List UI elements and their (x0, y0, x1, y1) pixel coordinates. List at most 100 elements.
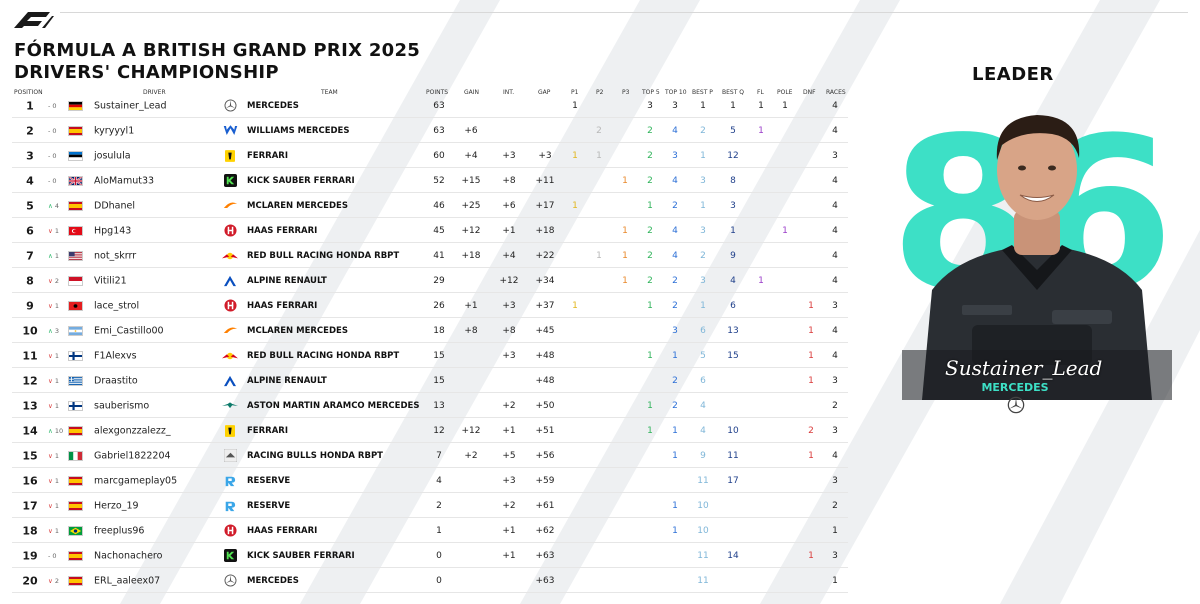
races-value: 3 (832, 425, 838, 436)
title-line-2: DRIVERS' CHAMPIONSHIP (14, 62, 279, 83)
position-change: - 0 (48, 127, 57, 135)
position-number: 20 (22, 574, 38, 587)
gap-value: +18 (535, 225, 555, 236)
p3-value: 1 (622, 175, 628, 186)
races-value: 3 (832, 300, 838, 311)
page-title: FÓRMULA A BRITISH GRAND PRIX 2025 DRIVER… (14, 40, 420, 84)
driver-name: not_skrrr (94, 250, 137, 261)
position-change: - 0 (48, 152, 57, 160)
races-value: 4 (832, 100, 838, 111)
flag-it-icon (68, 450, 83, 461)
header-dnf: DNF (803, 89, 816, 96)
driver-name: Nachonachero (94, 550, 163, 561)
gap-value: +63 (535, 550, 555, 561)
gap-value: +11 (535, 175, 555, 186)
flag-gr-icon (68, 375, 83, 386)
bestp-value: 10 (697, 500, 709, 511)
bestq-value: 6 (730, 300, 736, 311)
down-arrow-icon: ∨ (48, 276, 55, 285)
bestp-value: 6 (700, 375, 706, 386)
team-name: MERCEDES (247, 575, 299, 586)
interval-value: +1 (502, 525, 516, 536)
bestp-value: 11 (697, 550, 709, 561)
interval-value: +3 (502, 150, 516, 161)
gap-value: +48 (535, 375, 555, 386)
top5-value: 2 (647, 175, 653, 186)
haas-logo-icon (222, 524, 238, 538)
down-arrow-icon: ∨ (48, 476, 55, 485)
p2-value: 1 (596, 250, 602, 261)
table-row: 16 ∨ 1 marcgameplay05 RESERVE 4 +3 +59 11 17 3 (0, 468, 860, 493)
table-row: 17 ∨ 1 Herzo_19 RESERVE 2 +2 +61 1 10 2 (0, 493, 860, 518)
gain-value: +2 (464, 450, 478, 461)
position-change-value: 2 (54, 576, 59, 585)
gain-value: +4 (464, 150, 478, 161)
table-row: 13 ∨ 1 sauberismo ASTON MARTIN ARAMCO MERCE… (0, 393, 860, 418)
bestq-value: 1 (730, 225, 736, 236)
table-row: 5 ∧ 4 DDhanel McLAREN MERCEDES 46 +25 +6 +17 1 1 2… (0, 193, 860, 218)
bestp-value: 1 (700, 300, 706, 311)
races-value: 1 (832, 575, 838, 586)
reserve-logo-icon (222, 474, 238, 488)
position-change: ∨ 1 (48, 502, 59, 510)
interval-value: +1 (502, 425, 516, 436)
top10-value: 2 (672, 375, 678, 386)
header-p1: P1 (571, 89, 579, 96)
bestp-value: 11 (697, 475, 709, 486)
position-change: - 0 (48, 102, 57, 110)
top10-value: 2 (672, 400, 678, 411)
top5-value: 2 (647, 275, 653, 286)
header-p3: P3 (622, 89, 630, 96)
header-driver: DRIVER (143, 89, 166, 96)
interval-value: +5 (502, 450, 516, 461)
gap-value: +34 (535, 275, 555, 286)
leader-label: LEADER (972, 64, 1054, 85)
fl-value: 1 (758, 100, 764, 111)
table-row: 20 ∨ 2 ERL_aaleex07 MERCEDES 0 +63 11 1 (0, 568, 860, 593)
driver-name: freeplus96 (94, 525, 145, 536)
interval-value: +12 (499, 275, 519, 286)
points-value: 52 (433, 175, 445, 186)
pole-value: 1 (782, 100, 788, 111)
dnf-value: 2 (808, 425, 814, 436)
top10-value: 4 (672, 125, 678, 136)
header-races: RACES (826, 89, 846, 96)
position-change: ∨ 1 (48, 227, 59, 235)
flag-fi-icon (68, 400, 83, 411)
team-name: HAAS FERRARI (247, 225, 318, 236)
races-value: 3 (832, 550, 838, 561)
gap-value: +61 (535, 500, 555, 511)
table-row: 15 ∨ 1 Gabriel1822204 RACING BULLS HONDA RB… (0, 443, 860, 468)
flag-es-icon (68, 425, 83, 436)
bestp-value: 10 (697, 525, 709, 536)
p1-value: 1 (572, 200, 578, 211)
interval-value: +4 (502, 250, 516, 261)
reserve-logo-icon (222, 499, 238, 513)
gap-value: +50 (535, 400, 555, 411)
top5-value: 1 (647, 300, 653, 311)
interval-value: +6 (502, 200, 516, 211)
points-value: 45 (433, 225, 445, 236)
header-gap: GAP (538, 89, 551, 96)
position-change-value: 1 (54, 351, 59, 360)
mercedes-logo-icon (222, 99, 238, 113)
position-number: 18 (22, 524, 38, 537)
up-arrow-icon: ∧ (48, 326, 55, 335)
bestp-value: 5 (700, 350, 706, 361)
position-change-value: 1 (54, 451, 59, 460)
sauber-logo-icon (222, 549, 238, 563)
points-value: 15 (433, 350, 445, 361)
team-name: ASTON MARTIN ARAMCO MERCEDES (247, 400, 420, 411)
gain-value: +1 (464, 300, 478, 311)
position-change: ∨ 1 (48, 527, 59, 535)
points-value: 0 (436, 550, 442, 561)
top10-value: 4 (672, 250, 678, 261)
header-top5: TOP 5 (642, 89, 660, 96)
top10-value: 1 (672, 450, 678, 461)
team-name: McLAREN MERCEDES (247, 200, 348, 211)
mclaren-logo-icon (222, 199, 238, 213)
team-name: McLAREN MERCEDES (247, 325, 348, 336)
top5-value: 1 (647, 350, 653, 361)
position-number: 5 (26, 199, 34, 212)
points-value: 63 (433, 100, 445, 111)
